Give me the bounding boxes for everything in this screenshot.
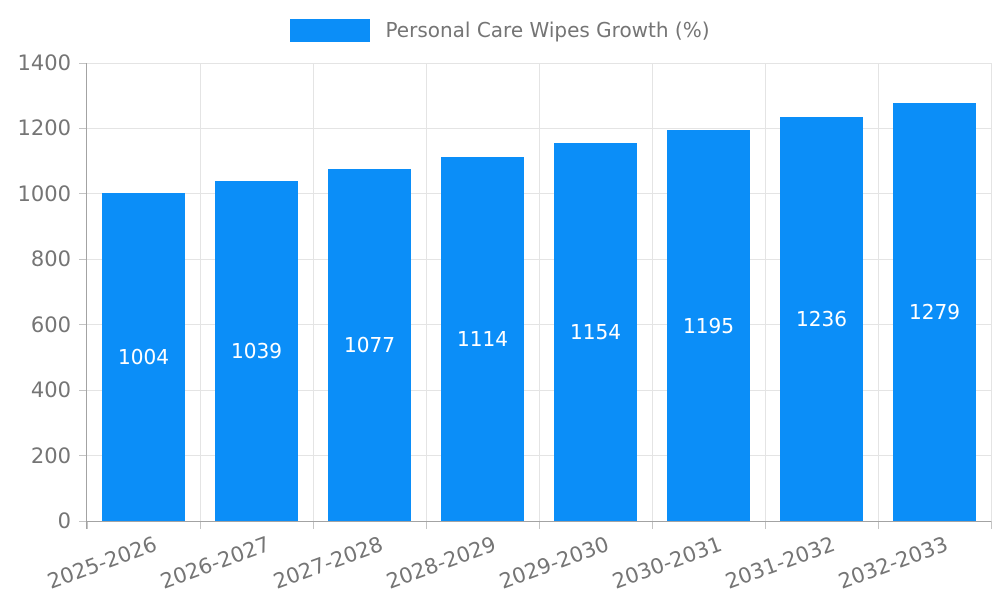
x-tick-label: 2029-2030 <box>496 531 613 594</box>
y-tick-label: 1000 <box>17 181 71 206</box>
x-tick-label: 2026-2027 <box>157 531 274 594</box>
bar[interactable] <box>102 192 185 521</box>
y-tick-label: 1400 <box>17 51 71 75</box>
x-axis-tick-mark <box>199 521 201 529</box>
y-tick-label: 200 <box>30 443 71 468</box>
y-axis-tick-mark <box>79 389 87 391</box>
y-axis-tick-mark <box>79 127 87 129</box>
x-tick-label: 2032-2033 <box>835 531 952 594</box>
bar[interactable] <box>780 116 863 521</box>
legend-label: Personal Care Wipes Growth (%) <box>385 18 710 42</box>
x-axis-tick-mark <box>764 521 766 529</box>
x-axis-tick-mark <box>651 521 653 529</box>
grid-line-vertical <box>764 63 766 521</box>
bar[interactable] <box>441 156 524 521</box>
bar-value-label: 1236 <box>796 306 847 331</box>
x-axis-tick-mark <box>425 521 427 529</box>
bar-value-label: 1077 <box>344 332 395 357</box>
x-axis-tick-mark <box>86 521 88 529</box>
x-tick-label: 2031-2032 <box>722 531 839 594</box>
grid-line-vertical <box>425 63 427 521</box>
grid-line-vertical <box>538 63 540 521</box>
y-axis-tick-mark <box>79 455 87 457</box>
bar-value-label: 1195 <box>683 313 734 338</box>
y-tick-label: 600 <box>30 312 71 337</box>
bar-value-label: 1004 <box>118 344 169 369</box>
grid-line-vertical <box>312 63 314 521</box>
x-axis-tick-mark <box>312 521 314 529</box>
y-axis-tick-mark <box>79 324 87 326</box>
x-tick-label: 2025-2026 <box>44 531 161 594</box>
y-axis-tick-mark <box>79 520 87 522</box>
y-tick-label: 800 <box>30 247 71 272</box>
y-tick-label: 1200 <box>17 116 71 141</box>
y-axis-line <box>86 63 87 529</box>
grid-line-vertical <box>990 63 992 521</box>
x-tick-label: 2030-2031 <box>609 531 726 594</box>
bar[interactable] <box>554 143 637 521</box>
y-axis-tick-mark <box>79 193 87 195</box>
bar-value-label: 1114 <box>457 326 508 351</box>
x-tick-label: 2027-2028 <box>270 531 387 594</box>
bar[interactable] <box>215 181 298 521</box>
legend-swatch-icon <box>290 18 371 42</box>
grid-line-vertical <box>199 63 201 521</box>
bar[interactable] <box>893 102 976 521</box>
bar-value-label: 1279 <box>909 299 960 324</box>
bar[interactable] <box>328 168 411 521</box>
bar-value-label: 1039 <box>231 339 282 364</box>
x-axis-tick-mark <box>990 521 992 529</box>
grid-line-vertical <box>651 63 653 521</box>
x-tick-label: 2028-2029 <box>383 531 500 594</box>
y-tick-label: 0 <box>57 509 71 533</box>
grid-line-vertical <box>877 63 879 521</box>
y-axis-tick-mark <box>79 62 87 64</box>
bar[interactable] <box>667 130 750 521</box>
y-tick-label: 400 <box>30 378 71 403</box>
legend-item[interactable]: Personal Care Wipes Growth (%) <box>0 18 1000 42</box>
x-axis-line <box>86 521 991 522</box>
bar-value-label: 1154 <box>570 320 621 345</box>
x-axis-tick-mark <box>877 521 879 529</box>
y-axis-tick-mark <box>79 258 87 260</box>
x-axis-tick-mark <box>538 521 540 529</box>
